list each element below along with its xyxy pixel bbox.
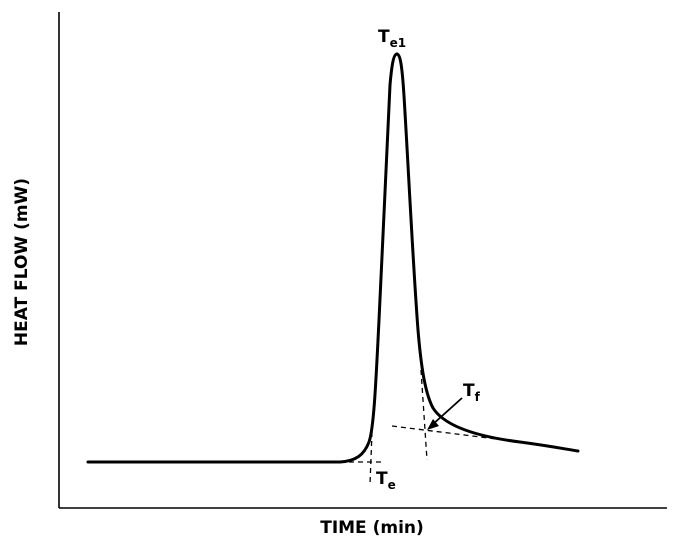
arrow-head-icon <box>427 419 439 430</box>
post-baseline-tangent-line <box>391 425 546 446</box>
heat-flow-curve <box>86 52 580 464</box>
end-label: Tf <box>463 381 481 404</box>
onset-label: Te <box>376 469 396 492</box>
end-point-arrow <box>431 397 463 426</box>
peak-label: Te1 <box>378 27 406 50</box>
x-axis-title: TIME (min) <box>320 518 424 538</box>
end-tangent-line <box>420 369 428 461</box>
y-axis-title: HEAT FLOW (mW) <box>12 178 32 346</box>
